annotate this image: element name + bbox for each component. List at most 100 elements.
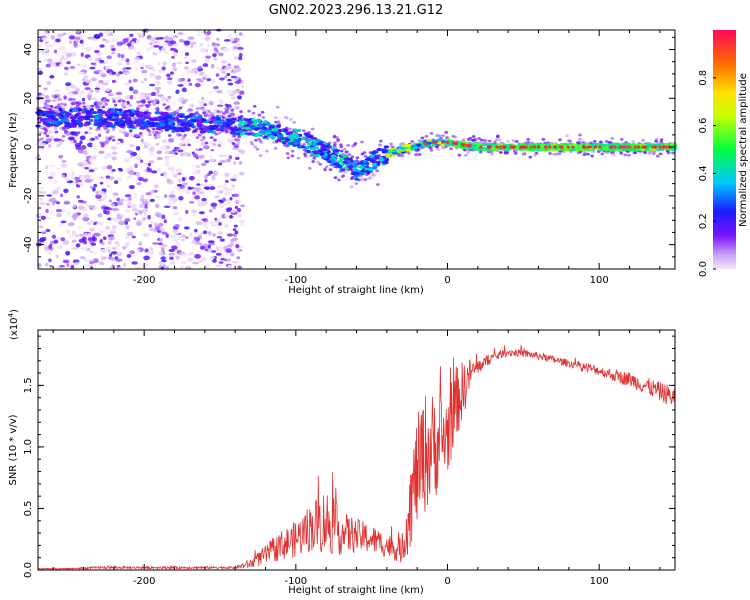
spectrum-cell [235,157,240,160]
spectrum-cell [211,175,216,180]
spectrum-cell [71,108,79,113]
spectrum-cell [120,140,124,144]
spectrum-cell [88,219,95,225]
spectrum-cell [78,117,85,121]
spectrum-cell [40,215,46,220]
spectrum-cell [54,130,59,134]
spectrum-cell [136,249,141,252]
spectrum-cell [80,178,86,182]
spectrum-cell [213,138,217,142]
spectrum-cell [160,247,165,252]
spectrum-cell [44,41,50,44]
spectrum-cell [175,241,181,246]
spectrum-cell [111,51,116,55]
spectrum-cell [666,147,672,151]
spectrum-cell [43,244,50,248]
spectrum-cell [199,138,205,142]
spectrum-cell [346,160,351,164]
spectrum-cell [95,128,101,131]
spectrum-cell [106,165,113,170]
spectrum-cell [206,44,211,47]
spectrum-cell [449,147,453,151]
spectrum-cell [310,146,317,151]
spectrum-cell [236,212,243,218]
spectrum-cell [98,190,106,196]
spectrum-cell [228,155,233,160]
spectrum-cell [202,230,208,235]
spectrum-cell [150,99,155,103]
spectrum-cell [173,185,181,190]
spectrum-cell [205,264,211,269]
spectrum-cell [631,140,635,144]
spectrum-cell [139,111,145,115]
spectrum-peak [451,141,456,145]
spectrum-cell [194,82,201,88]
spectrum-peak [509,145,513,149]
spectrum-cell [272,140,276,144]
spectrum-cell [238,161,243,165]
spectrum-cell [199,130,206,134]
spectrum-cell [247,109,251,113]
spectrum-cell [101,82,109,86]
spectrum-cell [64,124,71,128]
spectrum-peak [598,145,602,149]
spectrum-cell [211,130,217,134]
spectrum-cell [167,98,171,104]
spectrum-cell [224,130,229,134]
spectrum-cell [52,179,58,185]
spectrum-cell [248,120,254,124]
spectrum-cell [227,114,232,118]
spectrum-peak [633,145,637,149]
spectrum-cell [91,142,96,147]
spectrum-cell [99,230,107,234]
spectrum-cell [161,259,167,263]
spectrum-peak [553,145,557,149]
y-tick-label: 20 [23,92,34,105]
spectrum-cell [209,136,214,140]
spectrum-cell [552,152,556,156]
spectrum-cell [217,141,224,145]
spectrum-cell [41,37,49,41]
spectrum-cell [108,171,115,175]
spectrum-cell [379,139,383,143]
x-tick-label: -100 [284,275,307,286]
spectrum-cell [249,140,254,144]
spectrum-cell [383,145,390,149]
spectrum-cell [183,226,190,230]
spectrum-cell [125,224,130,230]
spectrum-cell [171,170,176,174]
spectrum-cell [47,143,52,148]
spectrum-cell [170,189,176,195]
spectrum-cell [302,142,306,146]
spectrum-cell [226,118,234,122]
spectrum-cell [75,87,80,92]
spectrum-cell [568,139,572,143]
spectrum-cell [195,169,201,175]
spectrum-cell [77,102,82,106]
spectrum-cell [148,133,152,137]
spectrum-cell [343,170,348,174]
spectrum-cell [131,204,137,209]
spectrum-cell [333,176,338,180]
spectrum-cell [144,204,148,209]
spectrum-cell [209,113,214,116]
spectrum-cell [261,116,266,119]
spectrum-peak [503,145,507,149]
spectrum-cell [78,238,86,243]
snr-x-axis: -200 -100 0 100 [52,330,661,587]
spectrum-cell [228,37,235,43]
spectrum-cell [134,67,139,71]
spectrum-cell [63,103,67,107]
spectrum-cell [127,205,131,209]
spectrum-cell [445,136,449,139]
spectrum-cell [213,85,219,90]
colorbar-gradient [713,30,736,269]
spectrum-cell [324,144,330,149]
spectrum-cell [152,127,156,131]
spectrum-cell [104,30,111,35]
spectrum-cell [79,39,84,44]
spectrum-cell [198,154,205,159]
spectrum-cell [94,57,99,63]
spectrum-cell [232,233,237,237]
